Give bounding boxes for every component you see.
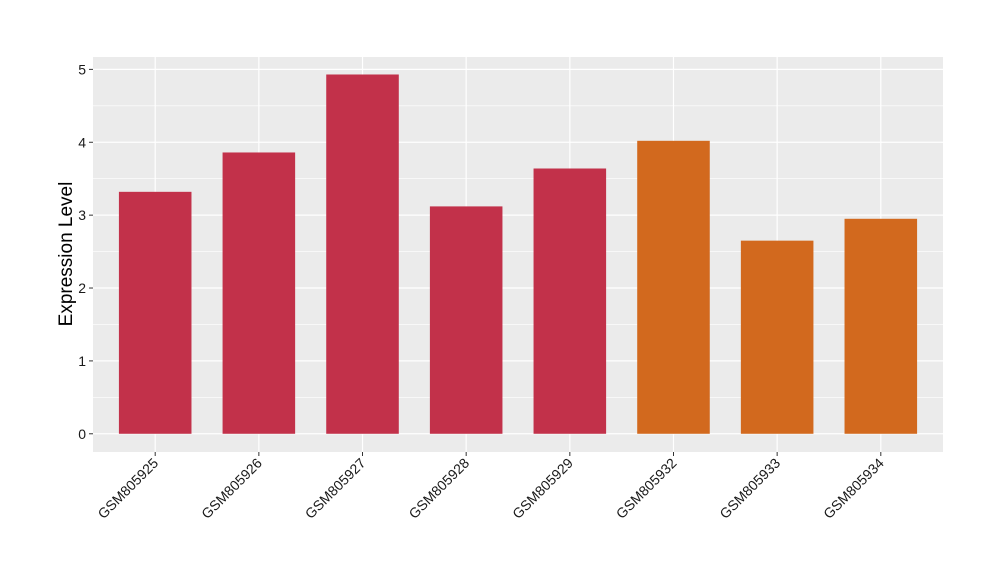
bar — [222, 152, 296, 434]
y-tick-label: 0 — [78, 426, 86, 442]
y-tick-label: 4 — [78, 134, 86, 150]
bar — [637, 140, 710, 434]
bar — [533, 168, 607, 434]
bar — [429, 206, 503, 434]
y-axis: 0 1 2 3 4 5 — [78, 61, 93, 442]
x-tick-label: GSM805929 — [509, 455, 576, 522]
bar — [740, 240, 814, 434]
y-axis-title: Expression Level — [56, 182, 77, 327]
y-tick-label: 5 — [78, 61, 86, 77]
x-tick-label: GSM805934 — [820, 455, 887, 522]
bar — [326, 74, 399, 434]
bar — [844, 218, 918, 434]
bar — [118, 191, 192, 434]
x-tick-label: GSM805928 — [405, 455, 472, 522]
x-tick-label: GSM805933 — [716, 455, 783, 522]
x-tick-label: GSM805925 — [94, 455, 161, 522]
x-tick-label: GSM805926 — [198, 455, 265, 522]
y-tick-label: 3 — [78, 207, 86, 223]
x-tick-label: GSM805927 — [302, 455, 369, 522]
y-tick-label: 2 — [78, 280, 86, 296]
plot-panel — [93, 57, 943, 452]
y-tick-label: 1 — [78, 353, 86, 369]
bars — [118, 74, 918, 434]
x-tick-label: GSM805932 — [613, 455, 680, 522]
x-axis: GSM805925 GSM805926 GSM805927 GSM805928 GSM8… — [94, 452, 887, 522]
